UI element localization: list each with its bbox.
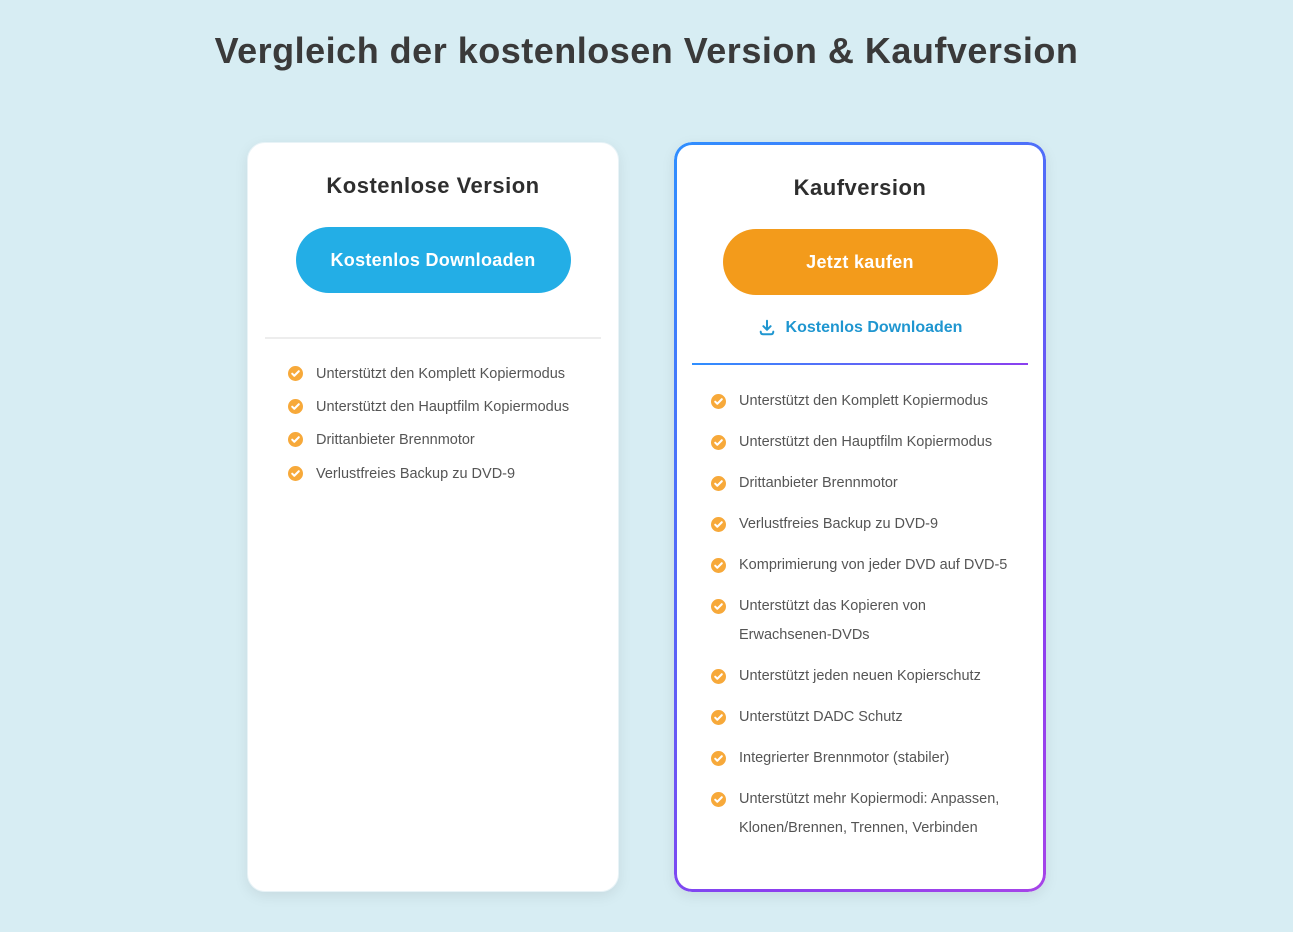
- check-icon: [711, 710, 726, 725]
- feature-text: Drittanbieter Brennmotor: [739, 475, 898, 491]
- feature-text: Integrierter Brennmotor (stabiler): [739, 750, 949, 766]
- paid-version-card: Kaufversion Jetzt kaufen Kostenlos Downl…: [674, 142, 1046, 892]
- list-item: Unterstützt jeden neuen Kopierschutz: [711, 662, 1009, 691]
- check-icon: [288, 432, 303, 447]
- list-item: Integrierter Brennmotor (stabiler): [711, 744, 1009, 773]
- check-icon: [711, 476, 726, 491]
- list-item: Verlustfreies Backup zu DVD-9: [288, 463, 578, 486]
- feature-text: Drittanbieter Brennmotor: [316, 432, 475, 448]
- feature-text: Verlustfreies Backup zu DVD-9: [316, 466, 515, 482]
- divider: [692, 363, 1028, 365]
- divider: [265, 337, 601, 339]
- check-icon: [288, 466, 303, 481]
- feature-text: Komprimierung von jeder DVD auf DVD-5: [739, 557, 1007, 573]
- check-icon: [711, 558, 726, 573]
- feature-text: Unterstützt DADC Schutz: [739, 709, 903, 725]
- check-icon: [711, 394, 726, 409]
- check-icon: [711, 792, 726, 807]
- check-icon: [288, 399, 303, 414]
- check-icon: [711, 599, 726, 614]
- check-icon: [711, 435, 726, 450]
- paid-free-download-label: Kostenlos Downloaden: [786, 319, 963, 337]
- check-icon: [711, 751, 726, 766]
- list-item: Unterstützt den Hauptfilm Kopiermodus: [711, 428, 1009, 457]
- buy-now-button[interactable]: Jetzt kaufen: [723, 229, 998, 295]
- check-icon: [711, 517, 726, 532]
- list-item: Unterstützt das Kopieren von Erwachsenen…: [711, 592, 1009, 650]
- feature-text: Unterstützt den Hauptfilm Kopiermodus: [316, 399, 569, 415]
- feature-text: Unterstützt jeden neuen Kopierschutz: [739, 668, 981, 684]
- feature-text: Unterstützt mehr Kopiermodi: Anpassen, K…: [739, 791, 999, 836]
- list-item: Unterstützt den Komplett Kopiermodus: [711, 387, 1009, 416]
- free-card-title: Kostenlose Version: [270, 173, 596, 199]
- list-item: Drittanbieter Brennmotor: [288, 429, 578, 452]
- list-item: Komprimierung von jeder DVD auf DVD-5: [711, 551, 1009, 580]
- check-icon: [288, 366, 303, 381]
- pricing-cards: Kostenlose Version Kostenlos Downloaden …: [0, 142, 1293, 892]
- free-version-card: Kostenlose Version Kostenlos Downloaden …: [247, 142, 619, 892]
- list-item: Unterstützt DADC Schutz: [711, 703, 1009, 732]
- download-icon: [758, 319, 776, 337]
- feature-text: Unterstützt den Hauptfilm Kopiermodus: [739, 434, 992, 450]
- paid-card-title: Kaufversion: [699, 175, 1021, 201]
- paid-feature-list: Unterstützt den Komplett Kopiermodus Unt…: [699, 387, 1021, 843]
- free-download-button[interactable]: Kostenlos Downloaden: [296, 227, 571, 293]
- page-title: Vergleich der kostenlosen Version & Kauf…: [0, 30, 1293, 72]
- feature-text: Unterstützt den Komplett Kopiermodus: [316, 366, 565, 382]
- check-icon: [711, 669, 726, 684]
- feature-text: Unterstützt das Kopieren von Erwachsenen…: [739, 598, 926, 643]
- list-item: Unterstützt mehr Kopiermodi: Anpassen, K…: [711, 785, 1009, 843]
- list-item: Unterstützt den Komplett Kopiermodus: [288, 363, 578, 386]
- feature-text: Verlustfreies Backup zu DVD-9: [739, 516, 938, 532]
- list-item: Drittanbieter Brennmotor: [711, 469, 1009, 498]
- paid-free-download-link[interactable]: Kostenlos Downloaden: [699, 319, 1021, 337]
- list-item: Unterstützt den Hauptfilm Kopiermodus: [288, 396, 578, 419]
- free-feature-list: Unterstützt den Komplett Kopiermodus Unt…: [270, 363, 596, 486]
- feature-text: Unterstützt den Komplett Kopiermodus: [739, 393, 988, 409]
- list-item: Verlustfreies Backup zu DVD-9: [711, 510, 1009, 539]
